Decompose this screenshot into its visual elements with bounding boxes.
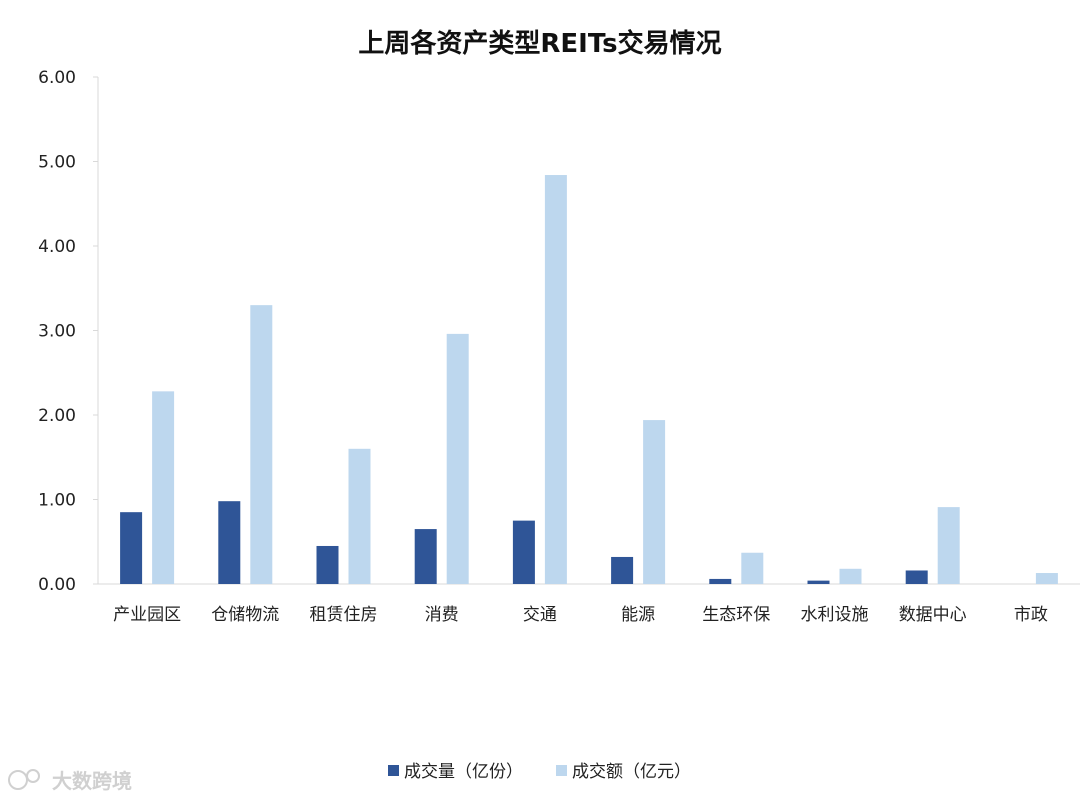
bar-volume-6 [709,578,732,584]
legend-label-0: 成交量（亿份） [404,762,523,782]
y-tick-label: 2.00 [38,406,76,426]
y-tick-label: 5.00 [38,153,76,173]
bar-volume-8 [905,570,928,584]
bar-turnover-2 [348,448,371,584]
bar-volume-2 [316,545,339,584]
bar-turnover-1 [250,305,273,584]
y-tick-label: 6.00 [38,68,76,88]
bar-turnover-4 [544,175,567,584]
x-tick-label: 交通 [523,605,557,625]
watermark: 大数跨境 [8,769,132,793]
chart-title: 上周各资产类型REITs交易情况 [358,28,721,59]
legend: 成交量（亿份） 成交额（亿元） [388,762,691,782]
bar-turnover-7 [839,568,862,584]
bar-turnover-6 [741,552,764,584]
bar-volume-3 [414,529,437,584]
bar-turnover-3 [446,333,469,584]
bar-turnover-9 [1035,573,1058,584]
x-tick-label: 水利设施 [801,605,869,625]
x-tick-label: 产业园区 [113,605,181,625]
bar-turnover-0 [152,391,175,584]
y-tick-label: 1.00 [38,491,76,511]
bar-turnover-5 [643,420,666,584]
y-axis: 0.00 1.00 2.00 3.00 4.00 5.00 6.00 [38,68,99,595]
bar-volume-7 [807,580,830,584]
x-tick-label: 租赁住房 [310,605,378,625]
bar-turnover-8 [937,507,960,584]
watermark-text: 大数跨境 [52,769,132,793]
legend-swatch-0 [388,765,399,776]
x-tick-label: 生态环保 [702,605,770,625]
bar-volume-4 [512,520,535,584]
x-tick-label: 市政 [1014,605,1048,625]
y-tick-label: 4.00 [38,237,76,257]
bar-volume-0 [120,512,143,584]
y-tick-label: 0.00 [38,575,76,595]
legend-label-1: 成交额（亿元） [572,762,691,782]
bars [120,175,1058,584]
bar-volume-1 [218,501,241,584]
bar-volume-5 [611,556,634,584]
x-tick-label: 仓储物流 [211,605,279,625]
legend-swatch-1 [556,765,567,776]
watermark-logo-icon [8,769,40,790]
y-tick-label: 3.00 [38,322,76,342]
x-tick-label: 能源 [621,605,655,625]
x-axis: 产业园区 仓储物流 租赁住房 消费 交通 能源 生态环保 水利设施 数据中心 市政 [98,583,1080,625]
x-tick-label: 消费 [425,605,459,625]
x-tick-label: 数据中心 [899,605,967,625]
